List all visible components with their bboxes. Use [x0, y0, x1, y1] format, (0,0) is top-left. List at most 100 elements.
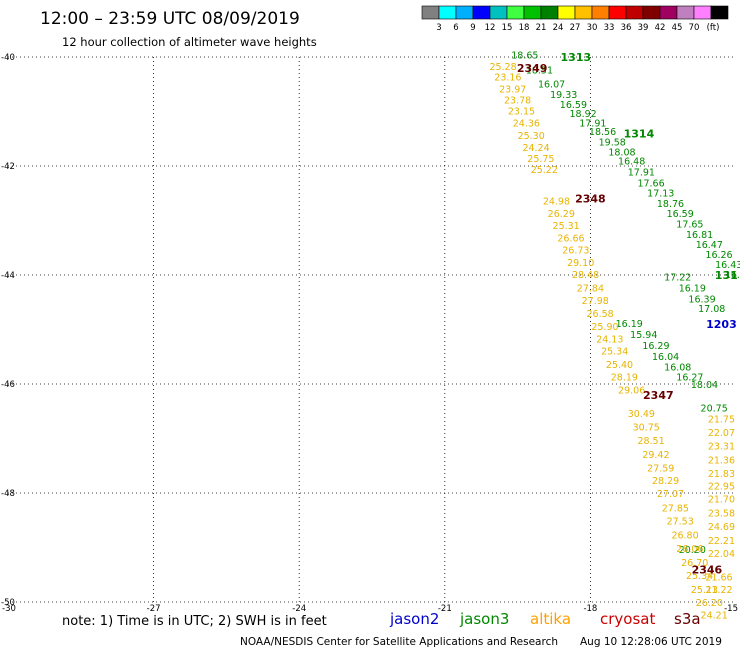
colorbar-label: 3 — [436, 23, 441, 33]
wave-height-label: 30.75 — [633, 423, 660, 434]
wave-height-label: 21.75 — [708, 414, 735, 425]
wave-height-label: 29.42 — [642, 450, 669, 461]
satellite-legend-altika: altika — [530, 610, 571, 628]
satellite-legend-jason3: jason3 — [459, 610, 509, 628]
wave-height-label: 26.80 — [671, 531, 698, 542]
wave-height-label: 26.06 — [676, 544, 703, 555]
pass-number-label: 1203 — [706, 318, 737, 331]
wave-height-label: 20.75 — [701, 404, 728, 415]
wave-height-label: 25.30 — [518, 131, 545, 142]
wave-height-label: 16.43 — [715, 260, 740, 271]
wave-height-label: 27.59 — [647, 463, 674, 474]
wave-height-label: 28.51 — [637, 436, 664, 447]
colorbar-swatch — [472, 5, 491, 20]
wave-height-label: 17.65 — [676, 219, 703, 230]
wave-height-label: 22.07 — [708, 428, 735, 439]
y-tick-label: -50 — [1, 598, 15, 608]
colorbar-label: 33 — [604, 23, 615, 33]
wave-height-label: 25.90 — [591, 322, 618, 333]
satellite-legend: jason2 jason3 altika cryosat s3a — [389, 610, 701, 628]
wave-height-label: 17.08 — [698, 304, 725, 315]
grid — [8, 56, 736, 603]
wave-height-label: 23.15 — [508, 107, 535, 118]
pass-number-label: 2348 — [575, 193, 606, 206]
wave-height-label: 16.59 — [560, 100, 587, 111]
wave-height-label: 21.66 — [705, 572, 732, 583]
wave-height-label: 16.81 — [686, 230, 713, 241]
wave-height-label: 18.92 — [570, 109, 597, 120]
wave-height-label: 23.58 — [708, 509, 735, 520]
colorbar-label: 70 — [689, 23, 700, 33]
wave-height-label: 28.29 — [652, 476, 679, 487]
wave-height-label: 18.08 — [608, 147, 635, 158]
wave-height-label: 18.51 — [526, 66, 553, 77]
x-tick-label: -15 — [724, 604, 738, 614]
x-tick-label: -27 — [147, 604, 161, 614]
wave-height-label: 16.19 — [616, 319, 643, 330]
chart-title: 12:00 – 23:59 UTC 08/09/2019 — [40, 9, 300, 29]
wave-height-label: 24.36 — [513, 118, 540, 129]
wave-height-label: 24.13 — [596, 334, 623, 345]
wave-height-label: 25.22 — [531, 165, 558, 176]
colorbar-swatch — [625, 5, 644, 20]
colorbar-swatch — [557, 5, 576, 20]
x-tick-label: -18 — [583, 604, 597, 614]
wave-height-label: 25.75 — [527, 154, 554, 165]
footer: note: 1) Time is in UTC; 2) SWH is in fe… — [62, 610, 722, 648]
wave-height-label: 16.08 — [664, 363, 691, 374]
wave-height-label: 19.33 — [550, 90, 577, 101]
wave-height-label: 25.34 — [686, 571, 713, 582]
wave-height-label: 17.91 — [628, 168, 655, 179]
wave-height-label: 22.21 — [708, 536, 735, 547]
wave-height-label: 16.97 — [725, 270, 740, 281]
colorbar-label: 21 — [536, 23, 547, 33]
wave-height-label: 27.53 — [667, 516, 694, 527]
colorbar-label: 12 — [485, 23, 496, 33]
x-tick-label: -21 — [438, 604, 452, 614]
wave-height-label: 25.13 — [691, 585, 718, 596]
colorbar-label: 30 — [587, 23, 598, 33]
wave-height-label: 24.24 — [522, 143, 549, 154]
wave-height-label: 17.91 — [579, 118, 606, 129]
satellite-legend-jason2: jason2 — [389, 610, 439, 628]
wave-height-label: 26.58 — [587, 309, 614, 320]
wave-height-label: 24.69 — [708, 522, 735, 533]
wave-height-label: 15.94 — [630, 330, 657, 341]
wave-height-label: 21.83 — [708, 469, 735, 480]
pass-labels: 1313 2349 1314 2348 131 1203 2347 2346 — [517, 51, 738, 576]
pass-number-label: 1313 — [561, 51, 592, 64]
satellite-legend-s3a: s3a — [674, 610, 701, 628]
wave-height-label: 16.07 — [538, 79, 565, 90]
timestamp: Aug 10 12:28:06 UTC 2019 — [580, 636, 722, 648]
wave-height-label: 17.22 — [664, 273, 691, 284]
wave-height-label: 21.70 — [708, 495, 735, 506]
wave-height-label: 21.36 — [708, 455, 735, 466]
wave-height-label: 17.13 — [647, 188, 674, 199]
wave-height-label: 16.29 — [642, 341, 669, 352]
wave-height-label: 26.70 — [681, 558, 708, 569]
colorbar-label: 45 — [672, 23, 683, 33]
colorbar-swatch — [659, 5, 678, 20]
wave-height-label: 28.19 — [611, 372, 638, 383]
wave-height-label: 29.06 — [618, 386, 645, 397]
y-tick-label: -44 — [1, 271, 15, 281]
wave-height-label: 18.56 — [589, 127, 616, 138]
pass-number-label: 131 — [715, 269, 738, 282]
colorbar-swatch — [506, 5, 525, 20]
y-tick-label: -40 — [1, 53, 15, 63]
colorbar-label: 42 — [655, 23, 666, 33]
y-tick-label: -48 — [1, 489, 15, 499]
wave-height-label: 20.20 — [679, 545, 706, 556]
wave-height-label: 24.21 — [701, 611, 728, 622]
colorbar-label: 6 — [453, 23, 458, 33]
wave-height-label: 18.65 — [511, 50, 538, 61]
colorbar-label: 9 — [470, 23, 475, 33]
wave-height-label: 29.10 — [567, 258, 594, 269]
wave-height-label: 27.85 — [662, 503, 689, 514]
wave-height-label: 18.04 — [691, 380, 718, 391]
wave-height-label: 17.66 — [637, 178, 664, 189]
wave-height-label: 25.34 — [601, 346, 628, 357]
colorbar-label: 15 — [502, 23, 513, 33]
colorbar-swatch — [642, 5, 661, 20]
wave-height-label: 27.98 — [582, 296, 609, 307]
